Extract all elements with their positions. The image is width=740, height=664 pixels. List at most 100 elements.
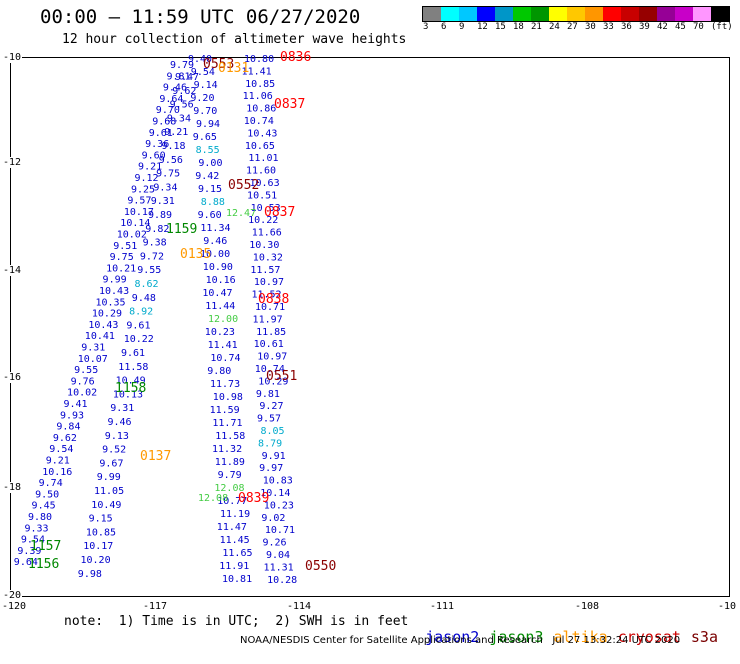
color-scale-swatch [603,7,621,21]
y-tick-label: -18 [2,482,23,493]
wave-height-value: 9.25 [131,184,155,195]
color-scale-label: 15 [495,22,506,32]
legend-s3a: s3a [690,628,718,646]
wave-height-value: 10.43 [247,128,277,139]
wave-height-value: 10.74 [244,116,274,127]
wave-height-value: 10.85 [245,79,275,90]
wave-height-value: 10.23 [205,327,235,338]
wave-height-value: 8.62 [135,279,159,290]
wave-height-value: 9.57 [127,196,151,207]
wave-height-value: 9.13 [105,431,129,442]
wave-height-value: 9.12 [135,173,159,184]
legend-altika: altika [553,628,608,646]
wave-height-value: 9.46 [108,417,132,428]
color-scale-swatch [657,7,675,21]
wave-height-value: 11.06 [243,91,273,102]
pass-time-label: 0837 [274,97,305,112]
wave-height-value: 9.54 [21,535,45,546]
wave-height-value: 8.55 [196,145,220,156]
wave-height-value: 11.89 [215,457,245,468]
wave-height-value: 9.82 [145,224,169,235]
color-scale-label: 30 [585,22,596,32]
wave-height-value: 9.57 [257,414,281,425]
page-title: 00:00 – 11:59 UTC 06/27/2020 [40,6,361,28]
wave-height-value: 10.51 [247,190,277,201]
wave-height-value: 11.52 [251,290,281,301]
wave-height-value: 10.16 [206,275,236,286]
pass-time-label: 0131 [218,61,249,76]
pass-time-label: 0552 [228,178,259,193]
wave-height-value: 11.71 [212,418,242,429]
wave-height-value: 9.80 [207,366,231,377]
wave-height-value: 9.56 [159,155,183,166]
wave-height-value: 11.01 [248,153,278,164]
wave-height-value: 9.79 [170,60,194,71]
wave-height-value: 9.02 [261,513,285,524]
wave-height-value: 9.34 [167,113,191,124]
color-scale-label: 36 [621,22,632,32]
wave-height-value: 9.38 [143,238,167,249]
wave-height-value: 9.93 [60,410,84,421]
wave-height-value: 11.65 [222,548,252,559]
color-scale-swatch [549,7,567,21]
legend-cryosat: cryosat [617,628,681,646]
wave-height-value: 10.97 [254,277,284,288]
wave-height-value: 11.44 [205,301,235,312]
color-scale-swatch [495,7,513,21]
legend-jason2: jason2 [425,628,480,646]
wave-height-value: 10.29 [92,309,122,320]
wave-height-value: 10.21 [106,263,136,274]
y-tick-label: -10 [2,52,23,63]
wave-height-value: 9.61 [126,320,150,331]
pass-time-label: 0550 [305,559,336,574]
wave-height-value: 10.29 [258,376,288,387]
wave-height-value: 10.43 [99,286,129,297]
color-scale-label: 3 [423,22,429,32]
wave-height-value: 9.79 [218,470,242,481]
wave-height-value: 9.67 [99,458,123,469]
pass-time-label: 0135 [180,247,211,262]
pass-time-label: 1157 [30,539,61,554]
wave-height-value: 10.22 [124,334,154,345]
wave-height-value: 9.84 [56,422,80,433]
wave-height-value: 9.26 [262,538,286,549]
wave-height-value: 9.56 [170,100,194,111]
wave-height-value: 10.20 [81,555,111,566]
wave-height-value: 11.41 [242,66,272,77]
color-scale-label: 39 [639,22,650,32]
wave-height-value: 11.58 [118,362,148,373]
wave-height-value: 11.57 [250,265,280,276]
pass-time-label: 1158 [115,381,146,396]
wave-height-value: 10.43 [88,320,118,331]
wave-height-value: 9.76 [71,376,95,387]
wave-height-value: 8.05 [261,426,285,437]
wave-height-value: 8.88 [201,197,225,208]
wave-height-value: 9.60 [198,210,222,221]
color-scale-label: 24 [549,22,560,32]
wave-height-value: 10.63 [250,178,280,189]
wave-height-value: 9.99 [97,472,121,483]
x-tick-label: -120 [2,601,27,612]
color-scale-label: 70 [693,22,704,32]
wave-height-value: 10.22 [248,215,278,226]
x-tick-label: -111 [430,601,455,612]
color-scale-label: 27 [567,22,578,32]
wave-height-value: 9.62 [53,433,77,444]
color-scale-swatch [675,7,693,21]
color-scale-swatch [711,7,729,21]
wave-height-value: 10.65 [245,141,275,152]
color-scale-swatch [567,7,585,21]
wave-height-value: 11.45 [220,535,250,546]
color-scale-label: 33 [603,22,614,32]
wave-height-value: 9.14 [194,80,218,91]
observation-layer: 10.8011.4110.8511.0610.8610.7410.4310.65… [14,50,337,586]
wave-height-value: 11.05 [94,486,124,497]
wave-height-value: 10.00 [200,249,230,260]
wave-height-value: 10.97 [257,352,287,363]
wave-height-value: 10.30 [249,240,279,251]
wave-height-value: 9.41 [64,399,88,410]
wave-height-value: 9.68 [152,117,176,128]
wave-height-value: 10.35 [95,297,125,308]
wave-height-value: 12.47 [226,208,256,219]
wave-height-value: 9.00 [198,158,222,169]
